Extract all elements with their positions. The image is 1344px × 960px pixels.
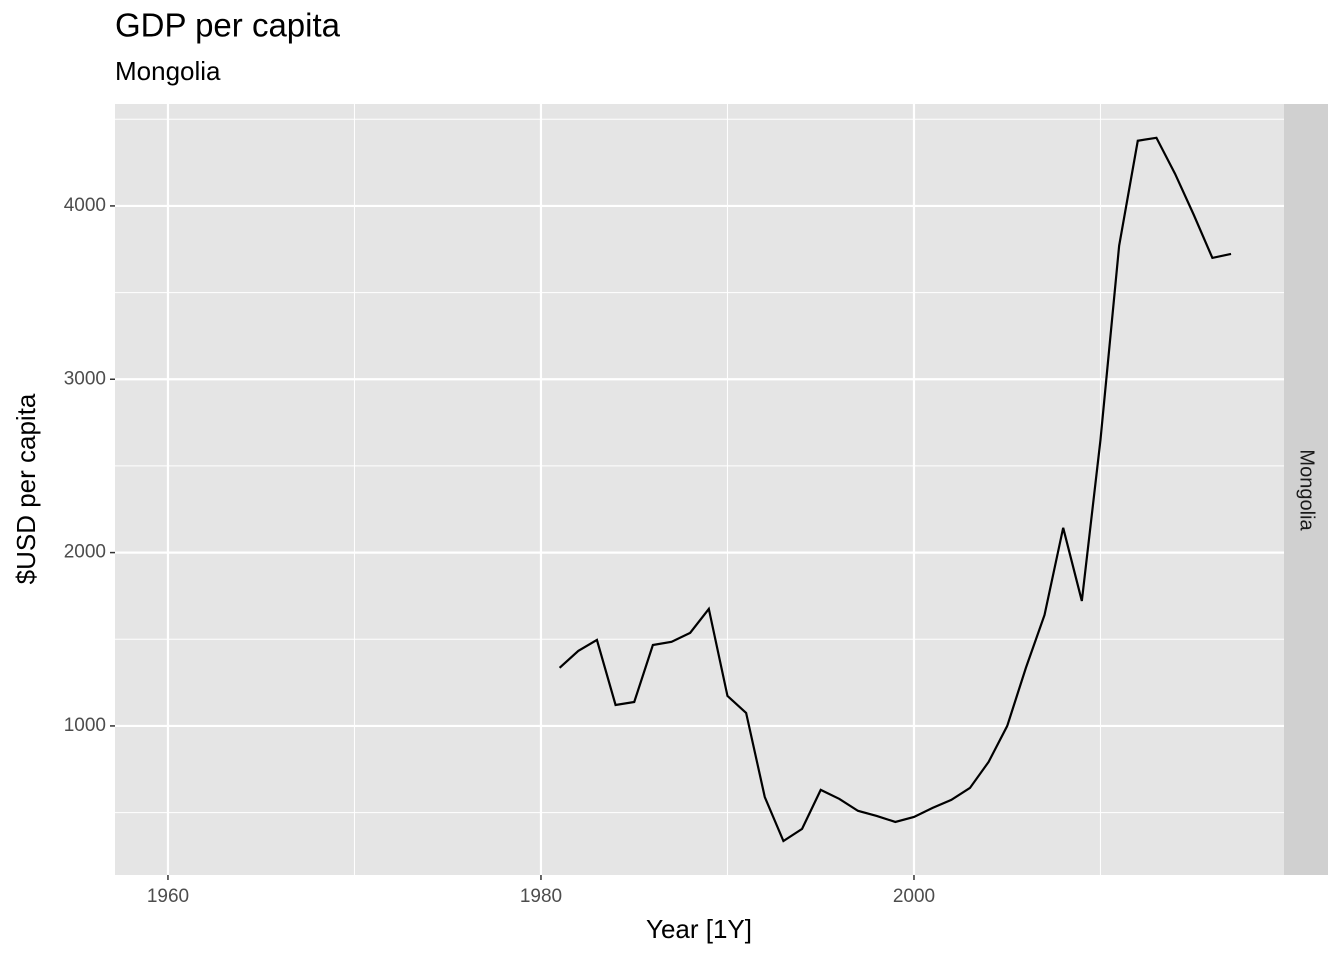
- facet-strip: [1284, 104, 1328, 875]
- facet-label: Mongolia: [1296, 449, 1318, 531]
- y-axis-title: $USD per capita: [11, 393, 41, 584]
- y-tick-label: 2000: [64, 542, 106, 563]
- x-tick-label: 2000: [893, 886, 935, 907]
- chart-title: GDP per capita: [115, 7, 341, 44]
- x-axis-title: Year [1Y]: [646, 914, 752, 944]
- x-tick-label: 1960: [147, 886, 189, 907]
- x-tick-label: 1980: [520, 886, 562, 907]
- y-tick-label: 3000: [64, 368, 106, 389]
- line: [558, 136, 1232, 843]
- y-tick-label: 4000: [64, 195, 106, 216]
- panel: [115, 104, 1284, 875]
- grid: [115, 104, 1284, 875]
- y-tick-label: 1000: [64, 715, 106, 736]
- chart-subtitle: Mongolia: [115, 56, 221, 86]
- marks: [558, 136, 1232, 843]
